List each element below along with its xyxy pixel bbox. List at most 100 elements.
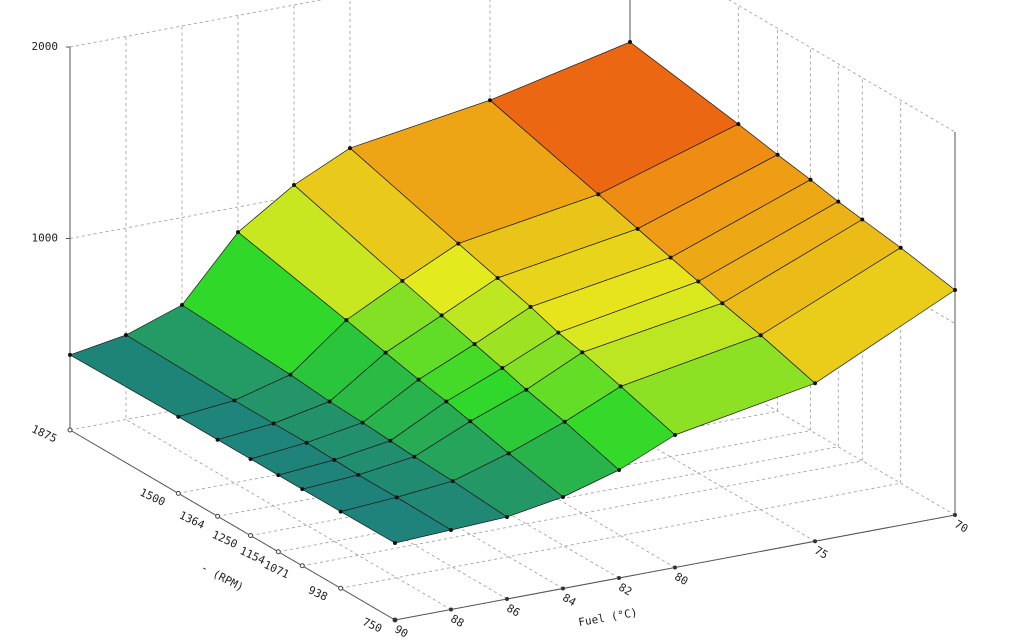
vertex [506, 451, 511, 456]
vertex [736, 122, 741, 127]
vertex [505, 515, 509, 520]
vertex [288, 372, 293, 377]
z-tick-label: 1000 [32, 232, 59, 245]
vertex [394, 495, 399, 500]
vertex [180, 303, 184, 308]
vertex [327, 399, 332, 404]
x-tick [561, 586, 565, 591]
vertex [836, 199, 841, 204]
x-tick [813, 539, 817, 544]
y-axis-label: - (RPM) [199, 561, 246, 594]
grid-line [349, 0, 676, 568]
x-tick-label: 75 [812, 544, 830, 562]
grid-line [181, 26, 508, 600]
vertex [344, 318, 349, 323]
x-tick [505, 597, 509, 601]
vertex [528, 304, 533, 309]
vertex [383, 350, 388, 355]
x-tick [673, 565, 677, 570]
vertex [449, 528, 453, 533]
x-axis-label: Fuel (°C) [577, 606, 638, 629]
vertex [618, 384, 623, 389]
vertex [860, 217, 865, 222]
grid-line [293, 5, 620, 579]
x-tick [449, 607, 453, 612]
vertex [450, 479, 455, 484]
vertex [488, 98, 492, 103]
vertex [562, 419, 567, 424]
x-tick [393, 618, 397, 622]
y-tick [67, 427, 73, 433]
y-tick-label: 1250 [210, 528, 240, 551]
vertex [720, 301, 725, 306]
grid-line [125, 36, 452, 610]
vertex [271, 421, 276, 426]
vertex [248, 456, 253, 461]
x-tick [953, 513, 957, 517]
vertex [500, 366, 505, 371]
vertex [635, 226, 640, 231]
vertex [236, 230, 240, 235]
vertex [304, 440, 309, 445]
y-tick [248, 533, 254, 539]
vertex [444, 399, 449, 404]
vertex [176, 414, 181, 419]
y-tick-label: 1500 [138, 486, 168, 509]
x-tick-label: 88 [448, 612, 466, 630]
vertex [468, 419, 473, 424]
vertex [580, 350, 585, 355]
x-tick-label: 80 [672, 570, 690, 588]
vertex [628, 39, 632, 44]
y-tick [275, 549, 281, 555]
y-tick [299, 563, 305, 569]
vertex [668, 255, 673, 260]
vertex [416, 377, 421, 382]
vertex [472, 342, 477, 347]
vertex [124, 333, 128, 338]
vertex [673, 432, 677, 437]
x-tick-label: 86 [504, 602, 522, 620]
vertex [300, 487, 305, 492]
vertex [412, 454, 417, 459]
vertex [360, 420, 365, 425]
vertex [953, 287, 957, 292]
vertex [292, 183, 296, 188]
vertex [696, 279, 701, 284]
vertex [556, 330, 561, 335]
vertex [456, 241, 461, 246]
vertex [388, 438, 393, 443]
x-tick-label: 82 [616, 581, 634, 599]
y-tick-label: 1875 [29, 422, 59, 445]
vertex [775, 152, 780, 157]
x-tick-label: 84 [560, 591, 578, 609]
x-tick-label: 90 [392, 623, 410, 641]
z-tick-label: 2000 [32, 40, 59, 53]
x-tick [617, 576, 621, 580]
vertex [332, 457, 337, 462]
vertex [232, 398, 237, 403]
vertex [495, 276, 500, 281]
vertex [215, 437, 220, 442]
vertex [758, 333, 763, 338]
vertex [898, 245, 903, 250]
y-tick [175, 490, 181, 496]
vertex [68, 352, 72, 357]
vertex [348, 146, 352, 151]
vertex [338, 509, 343, 514]
vertex [400, 278, 405, 283]
y-tick-label: 938 [306, 584, 330, 604]
vertex [813, 381, 817, 386]
grid-line [237, 15, 564, 589]
vertex [596, 192, 601, 197]
vertex [561, 494, 565, 499]
y-tick [338, 585, 344, 591]
y-tick-label: 1071 [262, 558, 292, 581]
vertex [356, 472, 361, 477]
y-tick [215, 513, 221, 519]
vertex [439, 313, 444, 318]
vertex [393, 541, 397, 546]
x-tick-label: 70 [952, 518, 970, 536]
vertex [617, 467, 621, 472]
vertex [808, 177, 813, 182]
